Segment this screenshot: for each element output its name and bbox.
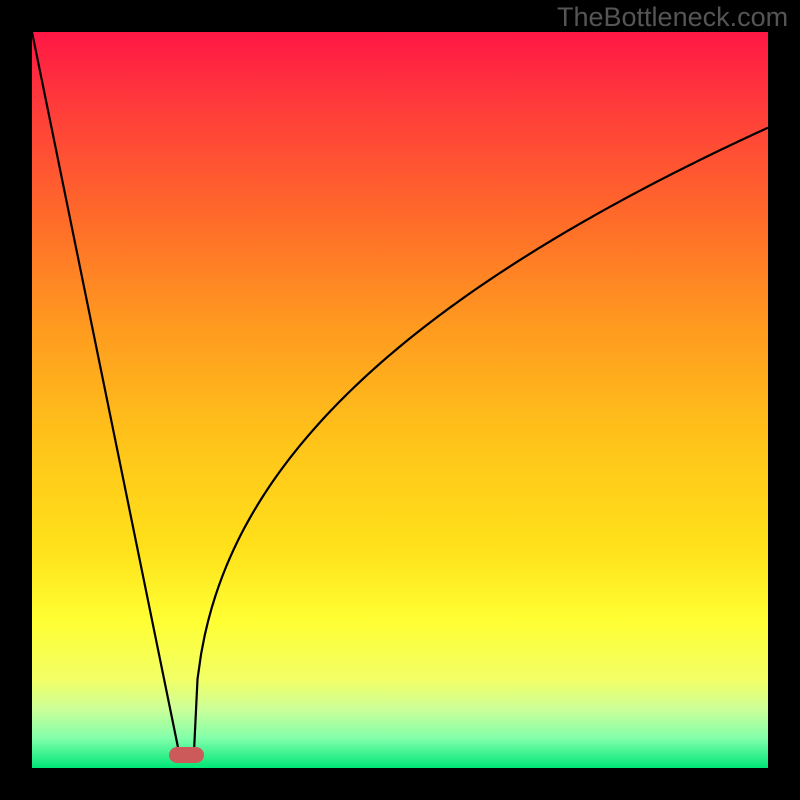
plot-area	[32, 32, 768, 768]
minimum-marker	[169, 747, 204, 763]
plot-svg	[32, 32, 768, 768]
attribution-text: TheBottleneck.com	[557, 2, 788, 33]
chart-container: TheBottleneck.com	[0, 0, 800, 800]
minimum-marker-shape	[169, 747, 204, 763]
gradient-background	[32, 32, 768, 768]
